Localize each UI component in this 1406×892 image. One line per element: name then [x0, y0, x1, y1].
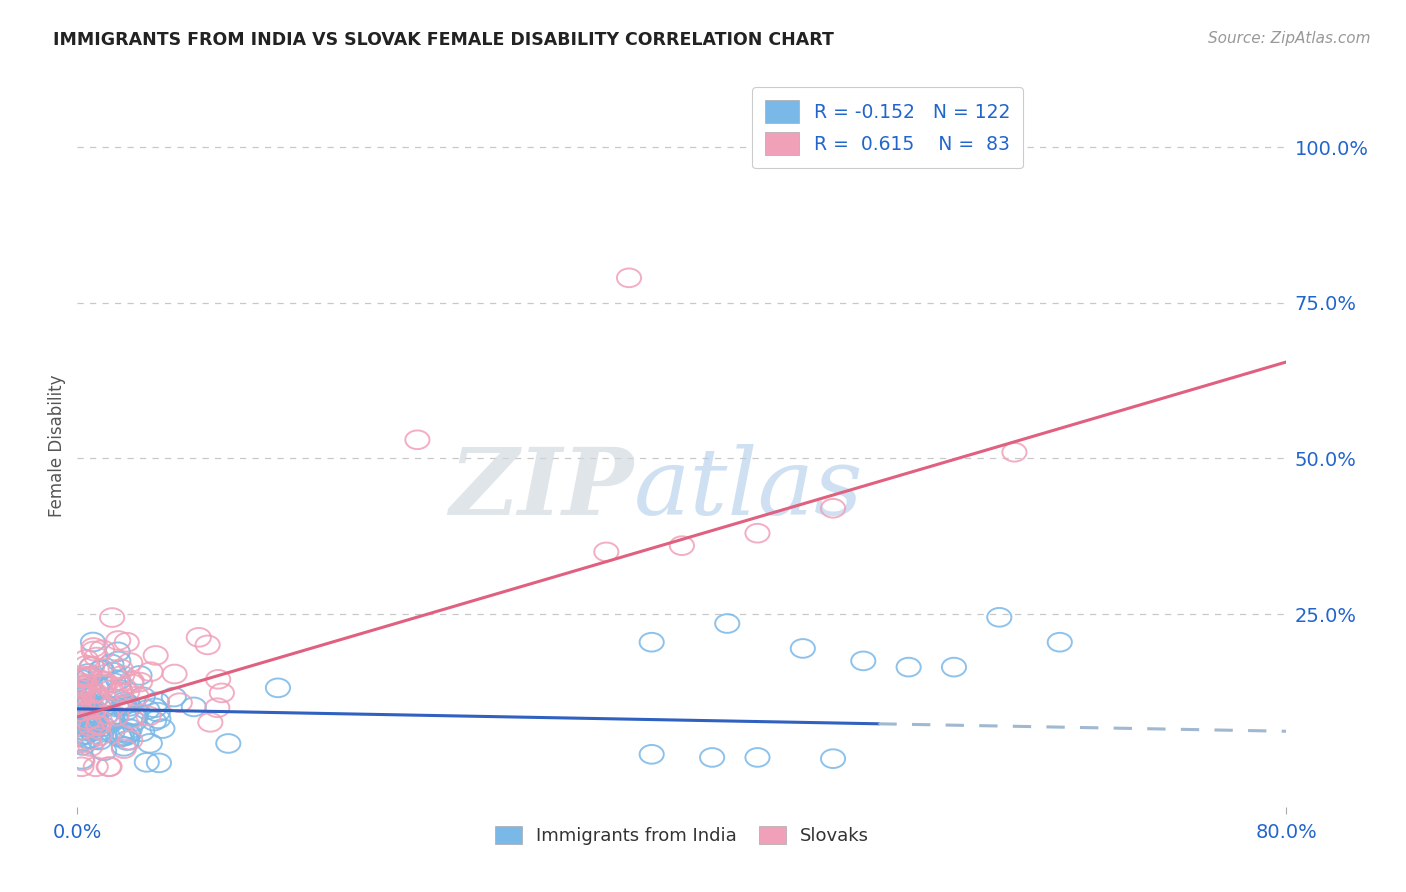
Text: IMMIGRANTS FROM INDIA VS SLOVAK FEMALE DISABILITY CORRELATION CHART: IMMIGRANTS FROM INDIA VS SLOVAK FEMALE D…: [53, 31, 834, 49]
Y-axis label: Female Disability: Female Disability: [48, 375, 66, 517]
Text: ZIP: ZIP: [450, 444, 634, 534]
Legend: Immigrants from India, Slovaks: Immigrants from India, Slovaks: [488, 819, 876, 853]
Text: atlas: atlas: [634, 444, 863, 534]
Text: Source: ZipAtlas.com: Source: ZipAtlas.com: [1208, 31, 1371, 46]
